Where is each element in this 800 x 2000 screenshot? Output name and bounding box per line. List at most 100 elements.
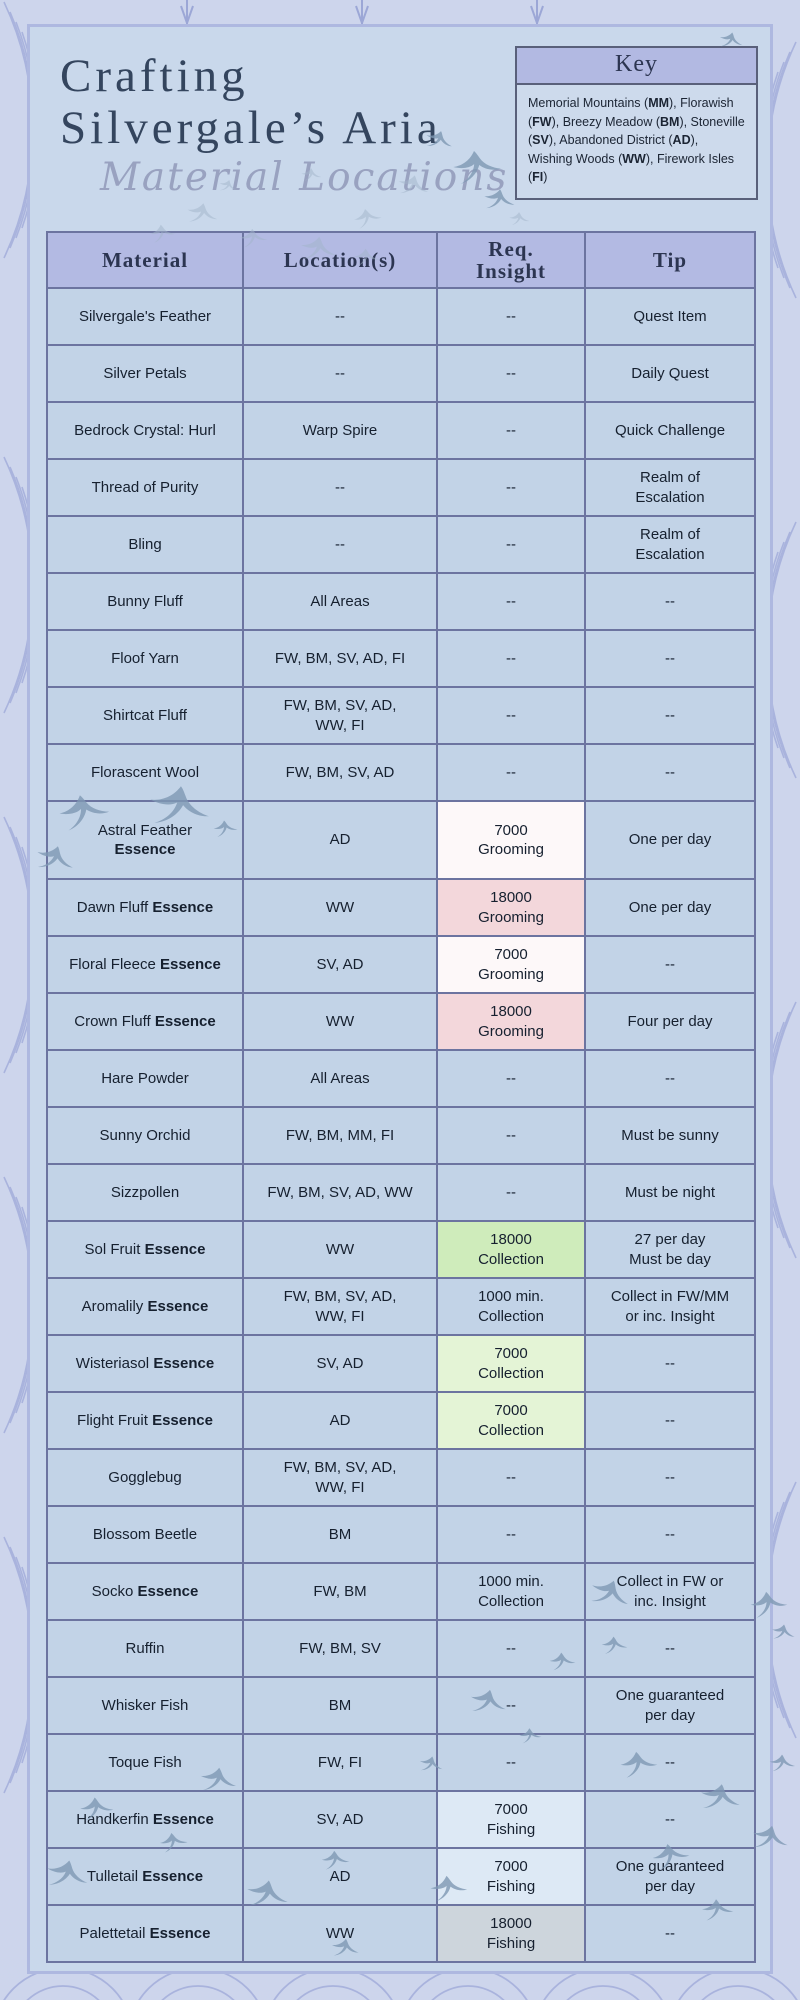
materials-table: MaterialLocation(s)Req. InsightTip Silve… <box>46 231 756 1963</box>
title-line-1: Crafting <box>60 51 442 103</box>
cell-tip: -- <box>585 573 755 630</box>
cell-location: All Areas <box>243 1050 437 1107</box>
table-row: Silver Petals----Daily Quest <box>47 345 755 402</box>
cell-tip: -- <box>585 1905 755 1962</box>
cell-location: FW, BM, MM, FI <box>243 1107 437 1164</box>
cell-material: Dawn Fluff Essence <box>47 879 243 936</box>
cell-tip: One per day <box>585 879 755 936</box>
cell-location: -- <box>243 459 437 516</box>
cell-material: Ruffin <box>47 1620 243 1677</box>
cell-location: -- <box>243 345 437 402</box>
key-body: Memorial Mountains (MM), Florawish (FW),… <box>517 85 756 198</box>
cell-tip: -- <box>585 936 755 993</box>
cell-tip: Four per day <box>585 993 755 1050</box>
cell-tip: -- <box>585 1506 755 1563</box>
table-row: Wisteriasol EssenceSV, AD7000 Collection… <box>47 1335 755 1392</box>
cell-material: Palettetail Essence <box>47 1905 243 1962</box>
cell-tip: -- <box>585 1335 755 1392</box>
cell-location: BM <box>243 1506 437 1563</box>
cell-tip: Collect in FW or inc. Insight <box>585 1563 755 1620</box>
cell-location: -- <box>243 516 437 573</box>
cell-req-insight: -- <box>437 1677 585 1734</box>
key-entry-abbr: WW <box>622 152 646 166</box>
table-row: Dawn Fluff EssenceWW18000 GroomingOne pe… <box>47 879 755 936</box>
cell-material: Floral Fleece Essence <box>47 936 243 993</box>
cell-material: Hare Powder <box>47 1050 243 1107</box>
cell-tip: -- <box>585 1791 755 1848</box>
cell-tip: -- <box>585 744 755 801</box>
key-entry: Abandoned District (AD), <box>559 133 698 147</box>
essence-label: Essence <box>137 1583 198 1600</box>
table-row: Bunny FluffAll Areas---- <box>47 573 755 630</box>
cell-req-insight: -- <box>437 1164 585 1221</box>
column-header: Location(s) <box>243 232 437 288</box>
cell-material: Tulletail Essence <box>47 1848 243 1905</box>
cell-req-insight: -- <box>437 573 585 630</box>
cell-location: FW, BM, SV, AD <box>243 744 437 801</box>
cell-req-insight: 7000 Grooming <box>437 801 585 879</box>
cell-location: WW <box>243 879 437 936</box>
cell-location: BM <box>243 1677 437 1734</box>
cell-material: Handkerfin Essence <box>47 1791 243 1848</box>
table-row: Floof YarnFW, BM, SV, AD, FI---- <box>47 630 755 687</box>
essence-label: Essence <box>153 1811 214 1828</box>
essence-label: Essence <box>155 1013 216 1030</box>
bottom-circle-arcs <box>0 1970 800 2000</box>
cell-location: WW <box>243 993 437 1050</box>
essence-label: Essence <box>152 1412 213 1429</box>
essence-label: Essence <box>153 1355 214 1372</box>
table-row: Palettetail EssenceWW18000 Fishing-- <box>47 1905 755 1962</box>
cell-location: FW, BM, SV, AD, WW <box>243 1164 437 1221</box>
cell-tip: -- <box>585 630 755 687</box>
cell-location: All Areas <box>243 573 437 630</box>
cell-tip: One guaranteed per day <box>585 1848 755 1905</box>
key-entry-abbr: FW <box>532 115 551 129</box>
table-row: Florascent WoolFW, BM, SV, AD---- <box>47 744 755 801</box>
cell-req-insight: 1000 min. Collection <box>437 1563 585 1620</box>
cell-req-insight: -- <box>437 1050 585 1107</box>
column-header: Material <box>47 232 243 288</box>
table-header-row: MaterialLocation(s)Req. InsightTip <box>47 232 755 288</box>
cell-tip: Daily Quest <box>585 345 755 402</box>
cell-material: Bling <box>47 516 243 573</box>
cell-material: Blossom Beetle <box>47 1506 243 1563</box>
key-entry-abbr: FI <box>532 170 543 184</box>
page-subtitle: Material Locations <box>100 155 508 200</box>
table-row: Floral Fleece EssenceSV, AD7000 Grooming… <box>47 936 755 993</box>
key-entry-abbr: MM <box>648 96 669 110</box>
key-entry: Wishing Woods (WW), <box>528 152 657 166</box>
cell-req-insight: 18000 Collection <box>437 1221 585 1278</box>
cell-material: Bedrock Crystal: Hurl <box>47 402 243 459</box>
cell-req-insight: -- <box>437 687 585 744</box>
cell-location: WW <box>243 1905 437 1962</box>
cell-req-insight: -- <box>437 345 585 402</box>
cell-tip: Quest Item <box>585 288 755 345</box>
essence-label: Essence <box>160 956 221 973</box>
cell-material: Aromalily Essence <box>47 1278 243 1335</box>
cell-tip: Collect in FW/MM or inc. Insight <box>585 1278 755 1335</box>
cell-material: Floof Yarn <box>47 630 243 687</box>
key-entry-abbr: BM <box>660 115 679 129</box>
table-row: RuffinFW, BM, SV---- <box>47 1620 755 1677</box>
cell-material: Florascent Wool <box>47 744 243 801</box>
cell-req-insight: 18000 Fishing <box>437 1905 585 1962</box>
cell-tip: -- <box>585 1620 755 1677</box>
cell-location: FW, BM, SV, AD, FI <box>243 630 437 687</box>
main-card: Crafting Silvergale’s Aria Material Loca… <box>27 24 773 1974</box>
table-row: Hare PowderAll Areas---- <box>47 1050 755 1107</box>
cell-material: Silvergale's Feather <box>47 288 243 345</box>
cell-req-insight: 1000 min. Collection <box>437 1278 585 1335</box>
table-row: Sol Fruit EssenceWW18000 Collection27 pe… <box>47 1221 755 1278</box>
table-row: Astral Feather EssenceAD7000 GroomingOne… <box>47 801 755 879</box>
key-panel: Key Memorial Mountains (MM), Florawish (… <box>515 46 758 200</box>
cell-material: Sol Fruit Essence <box>47 1221 243 1278</box>
table-row: Socko EssenceFW, BM1000 min. CollectionC… <box>47 1563 755 1620</box>
cell-req-insight: 18000 Grooming <box>437 993 585 1050</box>
table-row: Thread of Purity----Realm of Escalation <box>47 459 755 516</box>
cell-req-insight: -- <box>437 1620 585 1677</box>
cell-req-insight: 7000 Collection <box>437 1335 585 1392</box>
cell-req-insight: -- <box>437 1506 585 1563</box>
cell-req-insight: 7000 Fishing <box>437 1848 585 1905</box>
page-title: Crafting Silvergale’s Aria <box>60 51 442 154</box>
cell-tip: One per day <box>585 801 755 879</box>
